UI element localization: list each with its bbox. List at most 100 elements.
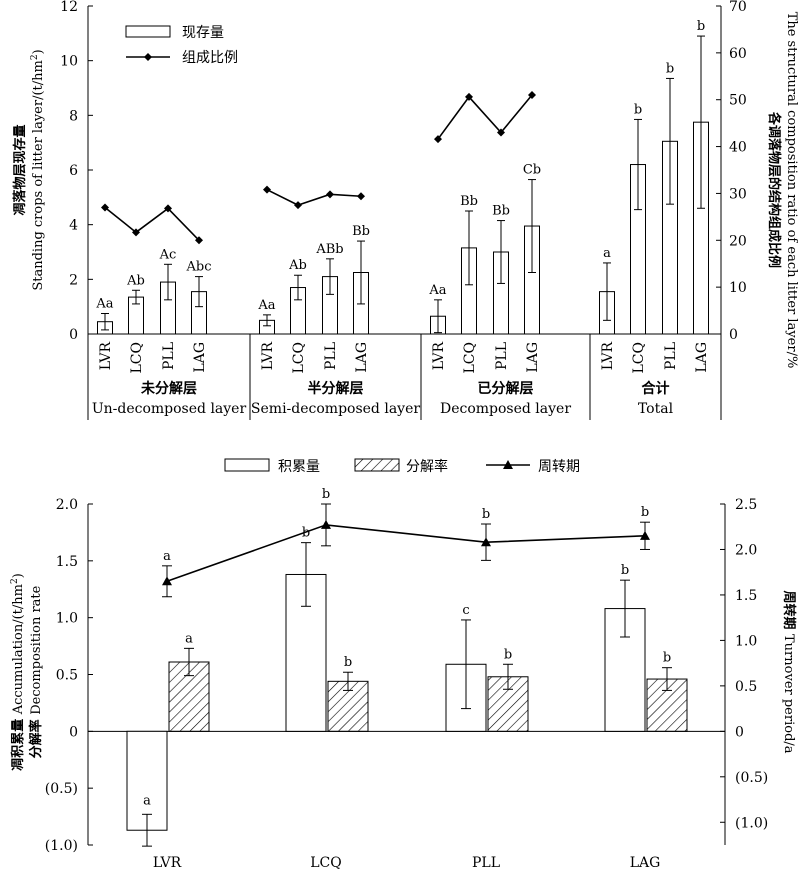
x-tick-label: LVR bbox=[153, 855, 182, 871]
significance-label: b bbox=[697, 19, 705, 34]
right-tick-label: 0 bbox=[735, 724, 744, 740]
right-tick-label: 0 bbox=[729, 327, 738, 343]
left-tick-label: 4 bbox=[69, 218, 78, 234]
turnover-point bbox=[321, 519, 331, 529]
x-tick-label: LAG bbox=[192, 342, 208, 373]
turnover-significance-label: b bbox=[641, 505, 649, 520]
significance-label: Aa bbox=[428, 283, 446, 298]
ratio-point bbox=[101, 203, 109, 212]
x-tick-label: LAG bbox=[354, 342, 370, 373]
right-tick-label: 10 bbox=[729, 280, 747, 296]
left-tick-label: 0.5 bbox=[56, 668, 78, 684]
accumulation-significance-label: b bbox=[302, 526, 310, 541]
ratio-line bbox=[266, 188, 362, 207]
legend-accumulation-swatch bbox=[224, 458, 270, 472]
legend-bar-label: 现存量 bbox=[182, 25, 224, 41]
left-axis-label-en: Accumulation/(t/hm bbox=[11, 584, 26, 715]
ratio-point bbox=[294, 201, 302, 210]
significance-label: Bb bbox=[352, 224, 370, 239]
left-tick-label: 6 bbox=[69, 163, 78, 179]
right-tick-label: 2.5 bbox=[735, 497, 757, 513]
turnover-point bbox=[162, 576, 172, 586]
legend-turnover-label: 周转期 bbox=[538, 459, 580, 475]
ratio-point bbox=[263, 185, 271, 194]
ratio-point bbox=[434, 135, 442, 144]
right-tick-label: 60 bbox=[729, 46, 747, 62]
significance-label: a bbox=[603, 246, 611, 261]
left-tick-label: (1.0) bbox=[45, 838, 78, 854]
x-tick-label: LCQ bbox=[310, 855, 342, 871]
ratio-point bbox=[164, 204, 172, 213]
legend-decomposition-label: 分解率 bbox=[406, 458, 448, 475]
x-tick-label: LCQ bbox=[631, 342, 647, 374]
ratio-point bbox=[528, 91, 536, 100]
x-tick-label: LVR bbox=[98, 342, 114, 371]
accumulation-significance-label: c bbox=[462, 603, 469, 618]
right-tick-label: 30 bbox=[729, 186, 747, 202]
left-tick-label: 2.0 bbox=[56, 497, 78, 513]
left-axis-label-cn: 凋积累量 bbox=[10, 714, 26, 771]
x-tick-label: LVR bbox=[260, 342, 276, 371]
right-tick-label: 2.0 bbox=[735, 542, 757, 558]
x-tick-label: PLL bbox=[494, 342, 510, 370]
right-tick-label: 20 bbox=[729, 233, 747, 249]
decomposition-significance-label: b bbox=[663, 651, 671, 666]
left-tick-label: (0.5) bbox=[45, 781, 78, 797]
accumulation-decomposition-chart: (1.0) (0.5) 0 0.5 1.0 1.5 2.0 (1.0) (0.5) 0 0.5 1.0… bbox=[10, 458, 797, 871]
left-axis-label-close: ) bbox=[11, 573, 26, 578]
left-tick-label: 2 bbox=[69, 272, 78, 288]
right-tick-label: 1.0 bbox=[735, 633, 757, 649]
decomposition-significance-label: b bbox=[344, 655, 352, 670]
group-label-en: Semi-decomposed layer bbox=[251, 401, 420, 417]
x-tick-label: LCQ bbox=[462, 342, 478, 374]
left-axis-label-sup: 2 bbox=[30, 54, 40, 60]
left-tick-label: 8 bbox=[69, 108, 78, 124]
turnover-significance-label: b bbox=[322, 487, 330, 502]
decomposition-significance-label: b bbox=[504, 647, 512, 662]
group-label-en: Total bbox=[638, 401, 674, 417]
accumulation-significance-label: b bbox=[621, 563, 629, 578]
ratio-line bbox=[104, 206, 200, 241]
decomposition-significance-label: a bbox=[185, 631, 193, 646]
ratio-line bbox=[437, 94, 533, 140]
ratio-point bbox=[497, 128, 505, 137]
right-tick-label: 70 bbox=[729, 0, 747, 15]
significance-label: Aa bbox=[257, 298, 275, 313]
significance-label: Bb bbox=[460, 194, 478, 209]
left-tick-label: 10 bbox=[60, 54, 78, 70]
group-label-cn: 未分解层 bbox=[141, 380, 197, 397]
ratio-point bbox=[357, 192, 365, 201]
turnover-point bbox=[640, 530, 650, 540]
ratio-point bbox=[326, 190, 334, 199]
left-tick-label: 0 bbox=[69, 724, 78, 740]
x-tick-label: LAG bbox=[694, 342, 710, 373]
x-tick-label: PLL bbox=[323, 342, 339, 370]
x-tick-label: PLL bbox=[472, 855, 500, 871]
x-tick-label: PLL bbox=[161, 342, 177, 370]
turnover-point bbox=[481, 537, 491, 547]
group-label-en: Un-decomposed layer bbox=[92, 401, 247, 417]
legend-line-label: 组成比例 bbox=[182, 50, 238, 66]
accumulation-significance-label: a bbox=[143, 793, 151, 808]
significance-label: Cb bbox=[523, 163, 541, 178]
right-axis-label-en: The structural composition ratio of each… bbox=[784, 12, 799, 369]
significance-label: Aa bbox=[95, 297, 113, 312]
ratio-point bbox=[195, 236, 203, 245]
left-axis-label-2: 分解率 Decomposition rate bbox=[28, 585, 44, 758]
turnover-significance-label: b bbox=[482, 507, 490, 522]
right-tick-label: 50 bbox=[729, 93, 747, 109]
significance-label: b bbox=[634, 102, 642, 117]
turnover-significance-label: a bbox=[163, 549, 171, 564]
left-tick-label: 12 bbox=[60, 0, 78, 15]
left-tick-label: 1.0 bbox=[56, 611, 78, 627]
group-label-cn: 半分解层 bbox=[308, 380, 364, 397]
left-axis-label-1: 凋积累量 Accumulation/(t/hm2) bbox=[10, 573, 26, 771]
legend-decomposition-swatch bbox=[354, 458, 400, 472]
significance-label: Ac bbox=[159, 247, 177, 262]
ratio-point bbox=[132, 228, 140, 237]
left-axis-label-close: ) bbox=[31, 49, 46, 54]
x-tick-label: LAG bbox=[630, 855, 661, 871]
right-tick-label: (0.5) bbox=[735, 770, 768, 786]
right-axis-label: 周转期 Turnover period/a bbox=[781, 590, 797, 753]
